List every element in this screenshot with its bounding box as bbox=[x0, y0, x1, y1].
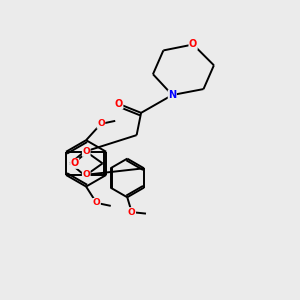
Text: O: O bbox=[128, 208, 136, 217]
Text: N: N bbox=[168, 90, 176, 100]
Text: O: O bbox=[93, 198, 101, 207]
Text: O: O bbox=[82, 170, 90, 179]
Text: O: O bbox=[82, 147, 90, 156]
Text: O: O bbox=[97, 119, 105, 128]
Text: O: O bbox=[189, 40, 197, 50]
Text: O: O bbox=[70, 158, 79, 168]
Text: O: O bbox=[115, 99, 123, 109]
